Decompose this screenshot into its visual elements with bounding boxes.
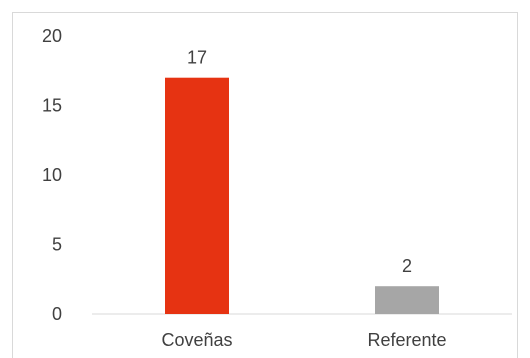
y-tick-label: 15 — [42, 96, 62, 116]
y-tick-label: 10 — [42, 165, 62, 185]
bars — [165, 77, 439, 314]
data-label: 2 — [402, 256, 412, 276]
y-tick-label: 0 — [52, 304, 62, 324]
y-tick-label: 5 — [52, 235, 62, 255]
bar-referente — [375, 286, 439, 314]
data-labels: 17 2 — [187, 48, 412, 277]
category-label: Referente — [367, 330, 446, 350]
bar-covenas — [165, 77, 229, 314]
y-tick-label: 20 — [42, 26, 62, 46]
category-label: Coveñas — [161, 330, 232, 350]
chart-frame — [12, 12, 518, 358]
category-labels: Coveñas Referente — [161, 330, 446, 350]
data-label: 17 — [187, 48, 207, 68]
y-axis-ticks: 0 5 10 15 20 — [42, 26, 62, 324]
